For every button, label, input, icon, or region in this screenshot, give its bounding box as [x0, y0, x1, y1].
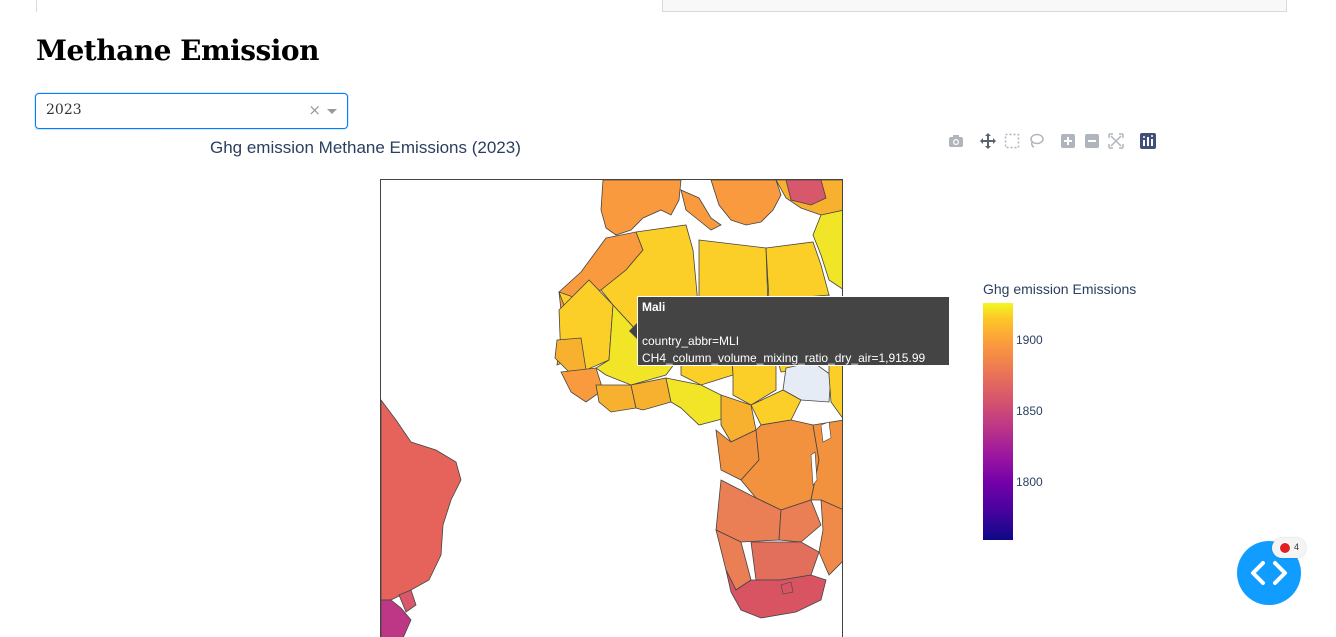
country-lesotho: [780, 581, 794, 595]
hover-tooltip: Mali country_abbr=MLI CH4_column_volume_…: [637, 296, 950, 366]
zoom-in-icon[interactable]: [1058, 131, 1078, 151]
box-select-icon[interactable]: [1002, 131, 1022, 151]
plotly-logo-icon[interactable]: [1138, 131, 1158, 151]
country-guinea-region: [560, 367, 604, 403]
country-argentina-region: [381, 599, 412, 637]
chart-title: Ghg emission Methane Emissions (2023): [210, 138, 521, 157]
country-car: [750, 389, 802, 426]
top-left-divider: [36, 0, 37, 12]
lake-tanganyika: [810, 451, 818, 486]
lake-victoria: [820, 421, 832, 443]
country-mozambique: [818, 499, 842, 576]
error-badge[interactable]: 4: [1272, 538, 1306, 558]
chevron-down-icon[interactable]: [327, 109, 337, 114]
country-uruguay-region: [398, 589, 417, 613]
lasso-select-icon[interactable]: [1026, 131, 1046, 151]
camera-icon[interactable]: [946, 131, 966, 151]
country-nigeria: [665, 377, 727, 426]
country-angola: [715, 479, 782, 543]
country-ghana-region: [630, 377, 672, 411]
country-ivory-coast: [595, 384, 637, 413]
country-middle-east: [812, 210, 842, 290]
page-title: Methane Emission: [36, 34, 319, 67]
colorbar-tick-1800: 1800: [1016, 475, 1043, 489]
tooltip-value: CH4_column_volume_mixing_ratio_dry_air=1…: [642, 351, 926, 365]
error-dot-icon: [1280, 543, 1290, 553]
colorbar-title: Ghg emission Emissions: [983, 281, 1137, 297]
clear-icon[interactable]: ×: [308, 101, 321, 119]
dropdown-focus-underline: [35, 129, 159, 130]
zoom-out-icon[interactable]: [1082, 131, 1102, 151]
tooltip-abbr: country_abbr=MLI: [642, 334, 740, 348]
colorbar-tick-1900: 1900: [1016, 333, 1043, 347]
country-balkans: [710, 180, 782, 226]
country-senegal: [554, 337, 587, 373]
country-eastern-europe: [785, 180, 827, 206]
choropleth-map[interactable]: [380, 179, 843, 637]
africa-map-svg: [381, 180, 842, 637]
year-dropdown[interactable]: 2023 ×: [35, 93, 348, 129]
pan-icon[interactable]: [978, 131, 998, 151]
country-botswana-zimbabwe: [750, 541, 820, 581]
error-count: 4: [1294, 542, 1300, 552]
colorbar-tick-1850: 1850: [1016, 404, 1043, 418]
country-italy: [680, 189, 722, 231]
tooltip-country: Mali: [642, 300, 666, 314]
country-zambia: [778, 499, 822, 543]
country-south-africa: [725, 569, 827, 619]
code-brackets-icon: [1251, 561, 1287, 585]
reset-view-icon[interactable]: [1106, 131, 1126, 151]
country-europe-west: [600, 180, 682, 236]
year-dropdown-value: 2023: [46, 102, 82, 118]
colorbar: [983, 303, 1013, 540]
country-brazil: [381, 399, 462, 601]
tooltip-pointer: [629, 323, 637, 339]
top-panel: [662, 0, 1287, 12]
